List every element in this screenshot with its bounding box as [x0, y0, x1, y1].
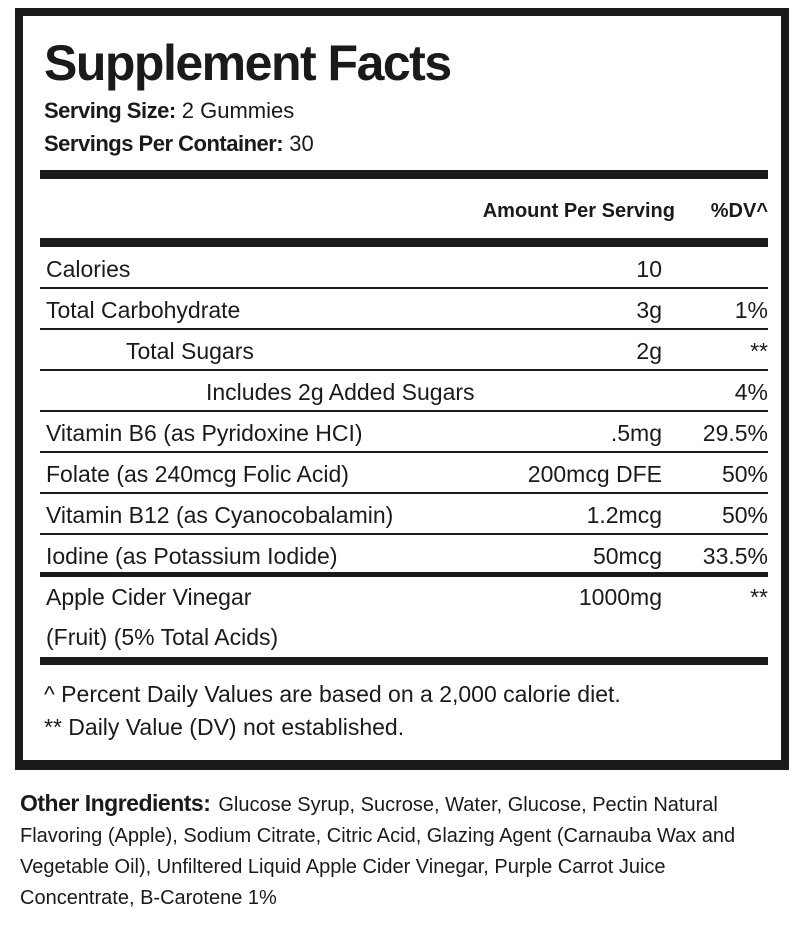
- serving-size-label: Serving Size:: [44, 98, 176, 123]
- nutrient-dv: 1%: [734, 297, 768, 323]
- nutrient-name: Iodine (as Potassium Iodide): [46, 543, 338, 569]
- table-row: Iodine (as Potassium Iodide) 50mcg 33.5%: [40, 535, 768, 576]
- nutrient-dv: **: [750, 338, 768, 364]
- table-row: Apple Cider Vinegar (Fruit) (5% Total Ac…: [40, 576, 768, 656]
- table-row: Total Sugars 2g **: [40, 330, 768, 371]
- nutrient-amount: 2g: [636, 338, 662, 364]
- nutrient-name: Total Sugars: [126, 338, 254, 364]
- servings-per-container-value: 30: [289, 131, 314, 156]
- nutrient-amount: .5mg: [610, 420, 662, 446]
- row-divider: [40, 533, 768, 535]
- thick-divider: [40, 657, 768, 665]
- other-ingredients-text: Glucose Syrup, Sucrose, Water, Glucose, …: [20, 794, 736, 909]
- panel-title: Supplement Facts: [44, 35, 452, 91]
- other-ingredients: Other Ingredients: Glucose Syrup, Sucrose…: [20, 788, 780, 914]
- table-row: Calories 10: [40, 248, 768, 289]
- nutrient-amount: 50mcg: [592, 543, 662, 569]
- amount-column-header: Amount Per Serving: [482, 200, 675, 222]
- nutrient-amount: 3g: [636, 297, 662, 323]
- nutrient-name: Includes 2g Added Sugars: [206, 379, 475, 405]
- nutrient-dv: **: [750, 584, 768, 610]
- row-divider: [40, 451, 768, 453]
- serving-size: Serving Size: 2 Gummies: [44, 98, 294, 124]
- table-row: Vitamin B12 (as Cyanocobalamin) 1.2mcg 5…: [40, 494, 768, 535]
- servings-per-container: Servings Per Container: 30: [44, 131, 314, 157]
- dv-column-header: %DV^: [710, 200, 768, 222]
- nutrient-amount: 200mcg DFE: [527, 461, 662, 487]
- medium-divider: [40, 572, 768, 577]
- row-divider: [40, 492, 768, 494]
- table-row: Total Carbohydrate 3g 1%: [40, 289, 768, 330]
- nutrient-amount: 1.2mcg: [586, 502, 662, 528]
- footnote-dv-basis: ^ Percent Daily Values are based on a 2,…: [44, 681, 621, 707]
- footnote-dv-not-established: ** Daily Value (DV) not established.: [44, 714, 405, 740]
- thick-divider: [40, 170, 768, 179]
- table-row: Vitamin B6 (as Pyridoxine HCI) .5mg 29.5…: [40, 412, 768, 453]
- nutrient-name: Vitamin B12 (as Cyanocobalamin): [46, 502, 394, 528]
- nutrient-name: Apple Cider Vinegar: [46, 584, 252, 610]
- row-divider: [40, 410, 768, 412]
- nutrient-name: Calories: [46, 256, 131, 282]
- nutrient-dv: 50%: [721, 461, 768, 487]
- nutrient-name: Vitamin B6 (as Pyridoxine HCI): [46, 420, 363, 446]
- nutrient-dv: 33.5%: [702, 543, 768, 569]
- row-divider: [40, 328, 768, 330]
- table-row: Folate (as 240mcg Folic Acid) 200mcg DFE…: [40, 453, 768, 494]
- nutrient-dv: 4%: [734, 379, 768, 405]
- thick-divider: [40, 238, 768, 247]
- nutrient-dv: 29.5%: [702, 420, 768, 446]
- row-divider: [40, 369, 768, 371]
- nutrient-amount: 1000mg: [578, 584, 662, 610]
- nutrient-name: Folate (as 240mcg Folic Acid): [46, 461, 349, 487]
- nutrient-name: Total Carbohydrate: [46, 297, 241, 323]
- serving-size-value: 2 Gummies: [181, 98, 295, 123]
- nutrient-dv: 50%: [721, 502, 768, 528]
- servings-per-container-label: Servings Per Container:: [44, 131, 284, 156]
- row-divider: [40, 287, 768, 289]
- nutrient-amount: 10: [636, 256, 662, 282]
- nutrient-name-line2: (Fruit) (5% Total Acids): [46, 624, 279, 650]
- table-row: Includes 2g Added Sugars 4%: [40, 371, 768, 412]
- other-ingredients-label: Other Ingredients:: [20, 790, 211, 816]
- supplement-facts-panel: [15, 8, 789, 770]
